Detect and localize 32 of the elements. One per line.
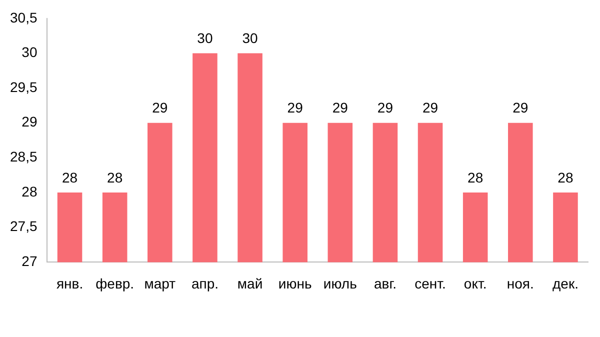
y-tick-label: 28,5: [10, 148, 38, 165]
x-tick-label: янв.: [56, 275, 84, 292]
x-tick-label: авг.: [374, 275, 396, 292]
x-tick-label: июль: [323, 275, 357, 292]
y-tick-label: 30,5: [10, 9, 38, 26]
x-tick-label: июнь: [278, 275, 312, 292]
data-label: 29: [512, 100, 528, 116]
data-label: 28: [62, 169, 78, 186]
y-tick-label: 29,5: [10, 78, 38, 95]
data-label: 29: [332, 100, 348, 116]
data-label: 30: [197, 30, 213, 46]
x-tick-label: ноя.: [506, 275, 534, 292]
x-tick-label: сент.: [414, 275, 446, 292]
data-label: 30: [242, 30, 258, 46]
data-label: 28: [468, 169, 484, 186]
x-tick-label: март: [144, 275, 176, 292]
y-tick-label: 30: [22, 44, 38, 60]
data-label: 28: [558, 169, 574, 186]
x-tick-label: май: [237, 275, 263, 292]
y-tick-label: 28: [22, 183, 38, 200]
data-label: 29: [287, 100, 304, 116]
y-tick-label: 27: [22, 253, 38, 270]
data-label: 29: [152, 100, 168, 116]
data-label: 29: [377, 100, 394, 116]
y-tick-label: 29: [22, 114, 38, 130]
data-label: 29: [422, 100, 438, 116]
data-label: 28: [107, 169, 123, 186]
x-tick-label: окт.: [464, 275, 487, 292]
x-tick-label: апр.: [191, 275, 218, 292]
y-tick-label: 27,5: [10, 218, 38, 234]
x-tick-label: февр.: [96, 275, 134, 292]
x-tick-label: дек.: [552, 275, 578, 292]
